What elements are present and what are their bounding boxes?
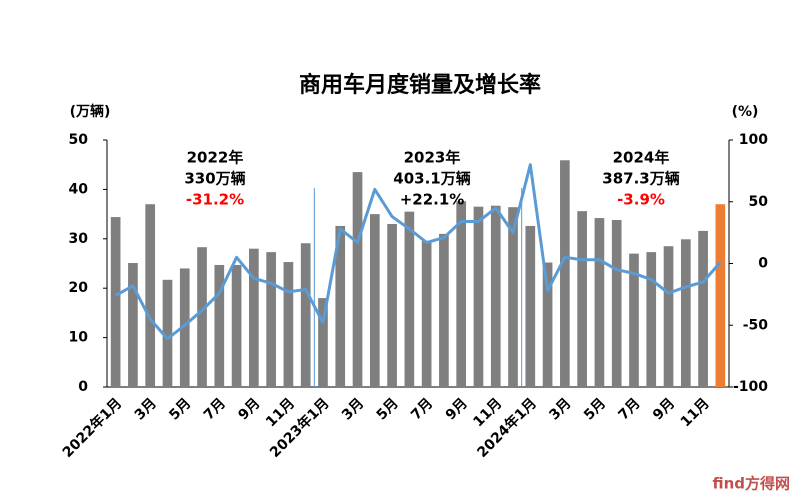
bar [577, 211, 587, 387]
x-tick-label: 7月 [201, 395, 229, 423]
annotation: +22.1% [400, 191, 465, 209]
y2-tick-label: 50 [749, 194, 769, 210]
bar [715, 204, 726, 387]
annotation: 2024年 [613, 149, 670, 167]
y-tick-label: 50 [69, 132, 89, 148]
bar [698, 230, 708, 387]
annotation: 387.3万辆 [602, 170, 679, 188]
y2-axis-label: (%) [732, 104, 759, 120]
bar [162, 279, 173, 387]
y2-tick-label: -50 [743, 317, 769, 333]
bar [231, 264, 242, 387]
bar [490, 205, 501, 387]
bar [611, 220, 622, 387]
bar [110, 217, 121, 387]
bar [525, 225, 536, 387]
bar [387, 223, 397, 387]
bar [283, 262, 294, 387]
x-tick-label: 11月 [678, 395, 713, 430]
bar [197, 247, 207, 387]
bar [128, 263, 138, 387]
bar [646, 252, 657, 387]
y2-tick-label: 0 [758, 256, 768, 272]
x-tick-label: 3月 [546, 395, 574, 423]
x-tick-label: 5月 [166, 395, 194, 423]
bar [266, 252, 276, 387]
x-tick-label: 9月 [235, 395, 263, 423]
y-axis-label: (万辆) [70, 103, 111, 120]
x-tick-label: 5月 [581, 395, 609, 423]
x-tick-label: 9月 [443, 395, 471, 423]
annotation: 2022年 [187, 149, 244, 167]
bar [421, 240, 432, 387]
annotation: 2023年 [404, 149, 461, 167]
bar [439, 233, 449, 387]
bar [145, 204, 156, 387]
bar [249, 248, 259, 387]
bar [318, 298, 328, 387]
y-tick-label: 30 [69, 231, 89, 247]
line [114, 163, 722, 341]
y-tick-label: 0 [78, 379, 88, 395]
annotation: 403.1万辆 [393, 170, 470, 188]
x-tick-label: 3月 [132, 395, 160, 423]
bar [594, 218, 605, 387]
bar [508, 207, 518, 387]
logo: find方得网 [712, 475, 790, 493]
bar [179, 268, 190, 387]
bar [300, 243, 311, 387]
y2-tick-label: -100 [733, 379, 768, 395]
bar [352, 172, 363, 387]
x-tick-label: 9月 [650, 395, 678, 423]
bar [663, 246, 674, 387]
bar [456, 201, 467, 387]
y2-tick-label: 100 [739, 132, 768, 148]
annotation: -3.9% [617, 191, 665, 209]
bar [560, 160, 570, 387]
annotation: -31.2% [186, 191, 244, 209]
bar [629, 253, 639, 387]
bar [473, 206, 484, 387]
bar [404, 211, 415, 387]
x-tick-label: 3月 [339, 395, 367, 423]
bar [680, 239, 691, 387]
y-tick-label: 40 [69, 181, 89, 197]
x-tick-label: 7月 [408, 395, 436, 423]
bar [369, 214, 380, 387]
y-tick-label: 20 [69, 280, 89, 296]
bar [542, 262, 553, 387]
bar [335, 225, 346, 387]
x-tick-label: 7月 [616, 395, 644, 423]
chart-title: 商用车月度销量及增长率 [299, 72, 541, 98]
x-tick-label: 2022年1月 [59, 395, 125, 461]
x-tick-label: 5月 [374, 395, 402, 423]
annotation: 330万辆 [184, 170, 245, 188]
bar [214, 264, 225, 387]
y-tick-label: 10 [69, 330, 89, 346]
